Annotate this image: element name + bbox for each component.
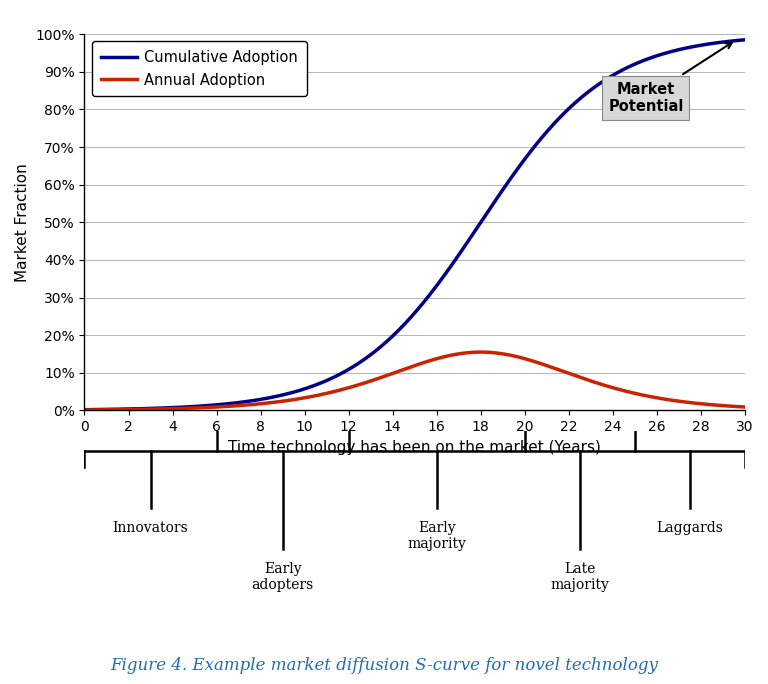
Y-axis label: Market Fraction: Market Fraction [15,163,30,282]
Annual Adoption [607,384,617,392]
Cumulative Adoption [347,363,356,371]
Cumulative Adoption [595,79,604,88]
Text: Market
Potential: Market Potential [608,42,732,114]
Line: Annual Adoption: Annual Adoption [84,352,745,410]
Annual Adoption [371,376,380,384]
Annual Adoption [347,383,356,391]
Annual Adoption [595,380,604,388]
Cumulative Adoption [534,138,543,146]
Text: Laggards: Laggards [657,521,723,535]
Text: Late
majority: Late majority [551,562,609,592]
Line: Cumulative Adoption: Cumulative Adoption [84,40,745,410]
X-axis label: Time technology has been on the market (Years): Time technology has been on the market (… [228,440,601,455]
Cumulative Adoption [740,36,750,44]
Annual Adoption [534,359,543,367]
Text: Figure 4. Example market diffusion S-curve for novel technology: Figure 4. Example market diffusion S-cur… [110,657,658,674]
Annual Adoption [476,348,485,356]
Annual Adoption [80,406,89,414]
Cumulative Adoption [607,72,616,80]
Annual Adoption [147,405,157,413]
Cumulative Adoption [80,406,89,414]
Annual Adoption [740,403,750,411]
Legend: Cumulative Adoption, Annual Adoption: Cumulative Adoption, Annual Adoption [91,42,306,96]
Text: Innovators: Innovators [113,521,188,535]
Cumulative Adoption [147,404,157,412]
Text: Early
majority: Early majority [407,521,466,551]
Cumulative Adoption [371,347,380,355]
Text: Early
adopters: Early adopters [251,562,314,592]
